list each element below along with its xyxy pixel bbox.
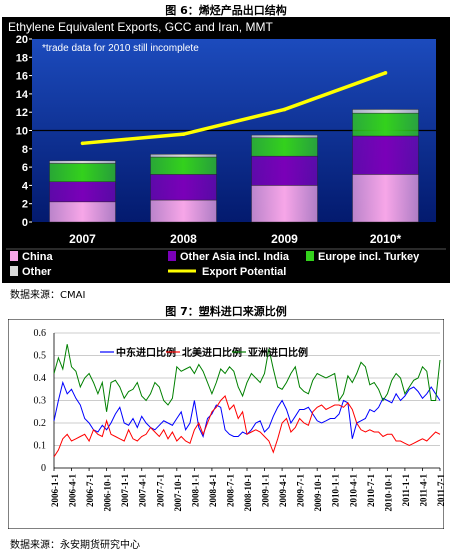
x-tick-label: 2011-7-1: [436, 474, 444, 507]
x-tick-label: 2007-10-1: [173, 474, 183, 512]
x-tick-label: 2011-4-1: [418, 474, 428, 507]
figure6-caption: 图 6：烯烃产品出口结构: [165, 4, 287, 17]
export-potential-line: [82, 71, 387, 146]
bar-segment: [352, 174, 419, 223]
x-tick-label: 2008-10-1: [243, 474, 253, 512]
chart-frame: [8, 319, 444, 529]
bar-segment: [352, 135, 419, 175]
x-tick-label: 2009-4-1: [278, 474, 288, 507]
bar-segment: [251, 155, 318, 186]
bar-segment: [352, 109, 419, 114]
x-tick-label: 2009-1-1: [261, 474, 271, 507]
export-potential-point: [282, 107, 287, 112]
legend-label: China: [22, 251, 53, 263]
y-tick-label: 20: [16, 34, 28, 46]
y-tick-label: 6: [22, 162, 28, 174]
legend-swatch: [168, 251, 176, 261]
bar-segment: [150, 199, 217, 223]
export-potential-point: [383, 71, 388, 75]
legend-label: 亚洲进口比例: [248, 346, 308, 359]
y-tick-label: 8: [22, 144, 28, 156]
y-tick-label: 18: [16, 52, 28, 64]
x-tick-label: 2006-1-1: [50, 474, 60, 507]
x-category-label: 2007: [69, 232, 96, 246]
x-tick-label: 2007-1-1: [120, 474, 130, 507]
x-tick-label: 2006-7-1: [85, 474, 95, 507]
x-tick-label: 2010-4-1: [348, 474, 358, 507]
y-tick-label: 0.3: [34, 396, 47, 407]
y-tick-label: 4: [22, 180, 29, 192]
x-tick-label: 2011-1-1: [401, 474, 411, 507]
legend-label: Other: [22, 266, 52, 278]
export-potential-point: [181, 132, 186, 136]
bar-segment: [251, 134, 318, 139]
y-tick-label: 0.2: [34, 418, 47, 429]
legend-swatch: [10, 251, 18, 261]
legend-label: Other Asia incl. India: [180, 251, 290, 263]
bar-segment: [251, 185, 318, 223]
chart-title: Ethylene Equivalent Exports, GCC and Ira…: [8, 20, 273, 34]
legend-label: 中东进口比例: [116, 346, 176, 359]
y-tick-label: 0: [22, 217, 28, 229]
y-tick-label: 0.5: [34, 351, 47, 362]
y-tick-label: 0.1: [34, 441, 47, 452]
y-tick-label: 0: [41, 463, 46, 474]
y-tick-label: 16: [16, 71, 28, 83]
y-tick-label: 2: [22, 199, 28, 211]
y-tick-label: 14: [16, 89, 29, 101]
figure7-caption: 图 7：塑料进口来源比例: [165, 305, 287, 318]
y-tick-label: 0.4: [34, 373, 47, 384]
legend-label: 北美进口比例: [182, 346, 242, 359]
x-tick-label: 2007-4-1: [138, 474, 148, 507]
plastic-import-share-chart: 0 0.1 0.2 0.3 0.4 0.5 0.6 2006-1-1 2006-4-1 2006-…: [8, 319, 444, 529]
x-tick-label: 2010-7-1: [366, 474, 376, 507]
legend-swatch: [306, 251, 314, 261]
series-line: [53, 395, 441, 458]
bar-segment: [150, 174, 217, 201]
x-tick-label: 2007-7-1: [155, 474, 165, 507]
x-tick-label: 2009-10-1: [313, 474, 323, 512]
export-potential-point: [80, 141, 85, 146]
x-category-label: 2009: [271, 232, 298, 246]
series-line: [53, 344, 441, 412]
bar-segment: [352, 112, 419, 137]
figure7-source: 数据来源：永安期货研究中心: [10, 540, 140, 551]
x-tick-label: 2010-10-1: [383, 474, 393, 512]
bar-segment: [150, 154, 217, 158]
legend-swatch: [10, 266, 18, 276]
x-tick-label: 2010-1-1: [331, 474, 341, 507]
x-tick-label: 2008-1-1: [190, 474, 200, 507]
chart-annotation: *trade data for 2010 still incomplete: [42, 43, 199, 54]
y-tick-label: 0.6: [34, 328, 47, 339]
y-tick-label: 10: [16, 126, 28, 138]
bar-segment: [150, 156, 217, 175]
bar-segment: [49, 201, 116, 223]
x-category-label: 2008: [170, 232, 197, 246]
bar-segment: [251, 137, 318, 157]
legend-label: Export Potential: [202, 266, 286, 278]
legend-label: Europe incl. Turkey: [318, 251, 420, 263]
x-tick-label: 2008-7-1: [225, 474, 235, 507]
ethylene-exports-chart: Ethylene Equivalent Exports, GCC and Ira…: [2, 17, 450, 283]
bar-segment: [49, 181, 116, 203]
x-tick-label: 2006-10-1: [103, 474, 113, 512]
figure6-source: 数据来源：CMAI: [10, 290, 86, 301]
x-tick-label: 2006-4-1: [68, 474, 78, 507]
x-tick-label: 2008-4-1: [208, 474, 218, 507]
x-category-label: 2010*: [370, 232, 402, 246]
bar-segment: [49, 163, 116, 182]
bar-segment: [49, 160, 116, 164]
x-tick-label: 2009-7-1: [296, 474, 306, 507]
y-tick-label: 12: [16, 107, 28, 119]
